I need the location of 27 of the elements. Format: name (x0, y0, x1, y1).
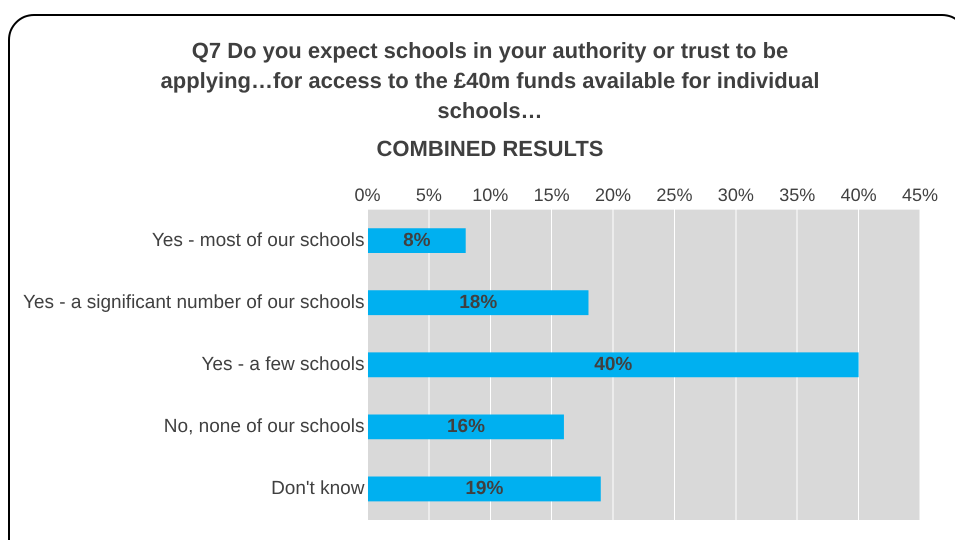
x-tick-label: 10% (472, 184, 508, 205)
x-tick-label: 35% (779, 184, 816, 205)
x-tick-label: 40% (840, 184, 877, 205)
y-tick-label: Yes - a significant number of our schools (22, 292, 364, 313)
chart-title: Q7 Do you expect schools in your authority or trust to be applying…for access to the £40m funds available for individual schools… (160, 37, 820, 125)
x-tick-label: 25% (656, 184, 692, 205)
x-tick-label: 45% (902, 184, 938, 205)
bar (368, 228, 466, 254)
x-tick-label: 0% (354, 184, 380, 205)
bar (368, 476, 601, 502)
bar (368, 352, 859, 378)
y-tick-label: Yes - a few schools (201, 354, 364, 376)
data-label: 8% (403, 230, 431, 251)
x-tick-label: 20% (595, 184, 632, 205)
data-label: 18% (459, 292, 498, 313)
data-label: 16% (446, 416, 486, 438)
data-label: 19% (465, 478, 504, 500)
chart-subtitle: COMBINED RESULTS (376, 136, 604, 162)
y-tick-label: Yes - most of our schools (152, 230, 364, 251)
x-tick-label: 30% (718, 184, 754, 205)
y-tick-label: No, none of our schools (164, 416, 364, 438)
x-tick-label: 5% (416, 184, 442, 205)
data-label: 40% (594, 354, 632, 376)
bar (368, 414, 564, 440)
y-tick-label: Don't know (271, 478, 365, 500)
bar (368, 290, 588, 316)
x-tick-label: 15% (534, 184, 570, 205)
